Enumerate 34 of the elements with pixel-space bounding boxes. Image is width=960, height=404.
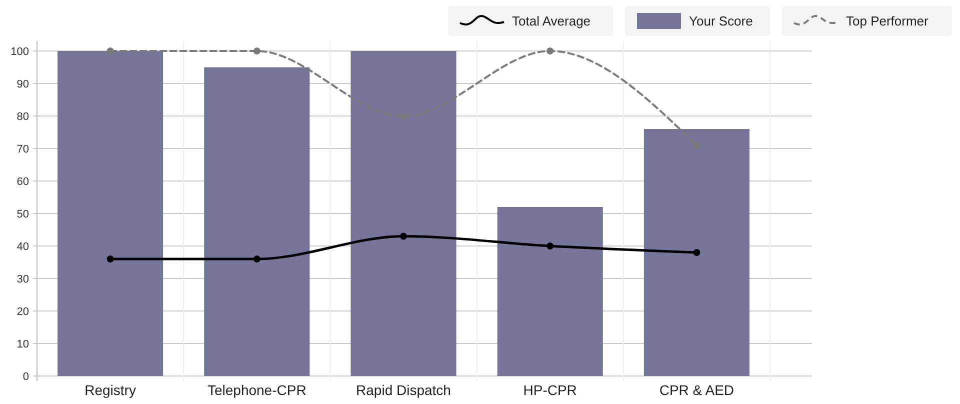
- point: [546, 242, 554, 250]
- y-tick-label: 0: [22, 370, 29, 383]
- point: [400, 112, 407, 120]
- y-tick-label: 20: [16, 306, 29, 318]
- point: [253, 48, 260, 54]
- x-tick-label: Telephone-CPR: [207, 382, 306, 398]
- point: [106, 48, 114, 54]
- legend-label: Your Score: [689, 14, 753, 29]
- y-tick-label: 80: [16, 110, 29, 123]
- y-tick-label: 100: [10, 46, 29, 58]
- y-tick-label: 50: [16, 208, 29, 220]
- bar: [58, 51, 164, 376]
- bar: [204, 67, 310, 376]
- legend-label: Total Average: [512, 14, 591, 29]
- bar: [350, 51, 456, 376]
- y-tick-label: 40: [16, 240, 29, 253]
- x-tick-label: HP-CPR: [523, 382, 577, 398]
- legend-label: Top Performer: [846, 14, 930, 29]
- bar: [497, 207, 603, 376]
- point: [253, 256, 260, 262]
- bar: [644, 129, 750, 376]
- point: [106, 256, 114, 262]
- y-tick-label: 90: [16, 78, 29, 90]
- point: [546, 48, 554, 54]
- x-tick-label: Registry: [84, 382, 136, 398]
- point: [693, 142, 700, 149]
- x-tick-label: Rapid Dispatch: [356, 382, 451, 398]
- y-tick-label: 60: [16, 176, 29, 188]
- y-tick-label: 70: [16, 143, 29, 156]
- x-tick-label: CPR & AED: [659, 382, 734, 398]
- y-tick-label: 30: [16, 273, 29, 286]
- point: [400, 232, 407, 240]
- y-tick-label: 10: [16, 338, 29, 350]
- point: [693, 249, 700, 256]
